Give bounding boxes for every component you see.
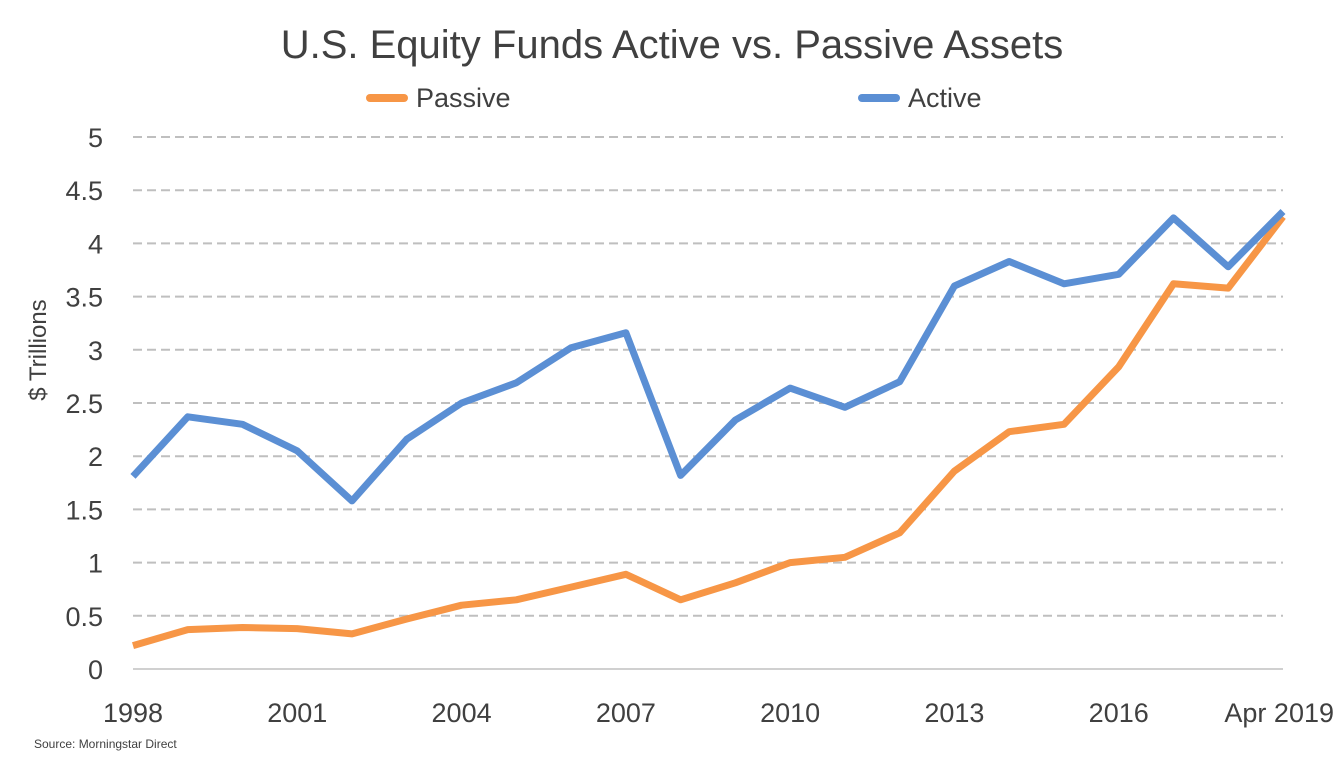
- x-tick-label: Apr 2019: [1224, 698, 1334, 728]
- y-tick-label: 3.5: [65, 283, 103, 313]
- x-tick-label: 2016: [1089, 698, 1149, 728]
- x-tick-label: 2010: [760, 698, 820, 728]
- x-axis-ticks: 1998 2001 2004 2007 2010 2013 2016 Apr 2019: [103, 698, 1334, 728]
- legend-label-active: Active: [908, 83, 982, 113]
- chart-title: U.S. Equity Funds Active vs. Passive Ass…: [281, 23, 1064, 67]
- series-lines: [130, 209, 1286, 649]
- y-tick-label: 3: [88, 336, 103, 366]
- series-line-active: [130, 209, 1286, 505]
- y-tick-label: 1.5: [65, 495, 103, 525]
- y-axis-label: $ Trillions: [25, 299, 52, 400]
- x-tick-label: 2001: [267, 698, 327, 728]
- source-note: Source: Morningstar Direct: [34, 737, 177, 751]
- x-tick-label: 2004: [432, 698, 492, 728]
- y-axis-ticks: 0 0.5 1 1.5 2 2.5 3 3.5 4 4.5 5: [65, 123, 103, 685]
- y-tick-label: 4.5: [65, 176, 103, 206]
- series-line-passive: [132, 214, 1286, 649]
- y-tick-label: 0: [88, 655, 103, 685]
- y-tick-label: 5: [88, 123, 103, 153]
- y-tick-label: 2: [88, 442, 103, 472]
- y-tick-label: 4: [88, 229, 103, 259]
- legend-label-passive: Passive: [416, 83, 511, 113]
- gridlines: [133, 136, 1283, 670]
- legend: Passive Active: [366, 83, 982, 113]
- x-tick-label: 2007: [596, 698, 656, 728]
- x-tick-label: 2013: [924, 698, 984, 728]
- y-tick-label: 1: [88, 549, 103, 579]
- x-tick-label: 1998: [103, 698, 163, 728]
- y-tick-label: 0.5: [65, 602, 103, 632]
- y-tick-label: 2.5: [65, 389, 103, 419]
